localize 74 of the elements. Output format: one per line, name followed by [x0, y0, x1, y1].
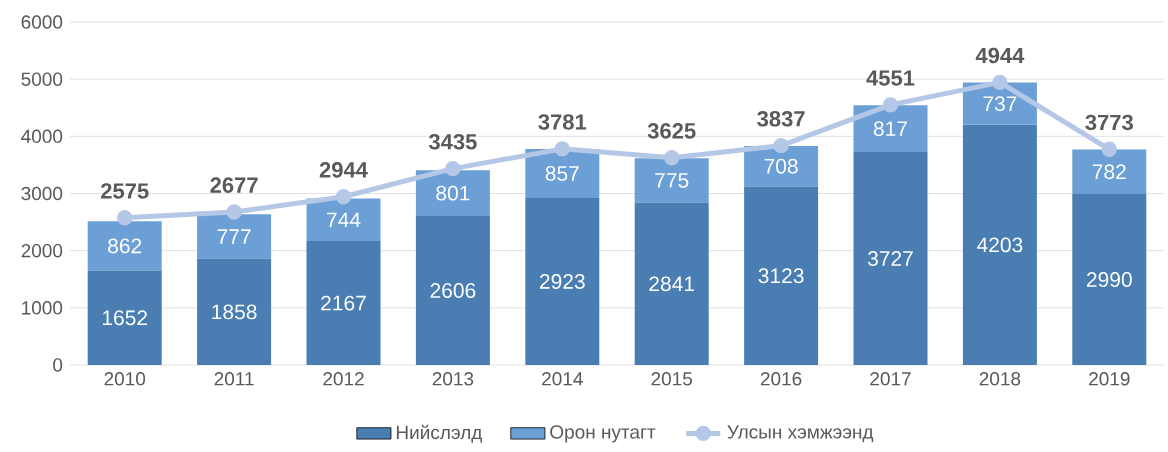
point	[335, 189, 352, 205]
data-label: 3781	[538, 114, 587, 130]
point	[882, 97, 899, 113]
bar	[1072, 194, 1147, 365]
x-tick-label: 2014	[542, 372, 583, 386]
data-label: 744	[327, 212, 361, 228]
data-label: 2841	[649, 276, 694, 292]
data-label: 737	[983, 96, 1017, 112]
bar	[853, 151, 928, 365]
x-tick-label: 2011	[214, 372, 254, 386]
x-tick-label: 2015	[651, 372, 693, 386]
data-label: 3727	[867, 251, 913, 266]
data-label: 1858	[212, 304, 257, 320]
bar	[87, 221, 162, 271]
data-label: 2923	[540, 274, 585, 289]
legend-label: Нийслэлд	[396, 424, 483, 443]
legend-label: Орон нутагт	[550, 425, 656, 443]
bar	[197, 214, 272, 259]
data-label: 3123	[758, 268, 804, 284]
x-tick-label: 2019	[1089, 372, 1130, 386]
point	[445, 160, 461, 177]
data-label: 4551	[866, 70, 915, 86]
data-label: 862	[108, 238, 142, 254]
data-label: 2677	[210, 177, 258, 193]
x-tick-label: 2016	[760, 372, 802, 386]
data-label: 2990	[1087, 272, 1132, 287]
data-label: 801	[436, 185, 470, 201]
y-tick-label: 2000	[21, 243, 63, 258]
data-label: 857	[545, 165, 579, 181]
y-tick-label: 3000	[21, 186, 63, 201]
data-label: 2575	[100, 183, 149, 199]
y-tick-label: 5000	[21, 72, 63, 86]
data-label: 4203	[977, 237, 1023, 253]
x-tick-label: 2012	[323, 372, 364, 386]
bar	[306, 241, 381, 365]
bar	[525, 197, 600, 365]
point	[773, 137, 789, 154]
point	[226, 204, 242, 220]
bar	[962, 124, 1037, 365]
x-tick-label: 2017	[870, 372, 911, 386]
bar	[634, 202, 709, 365]
data-label: 775	[655, 173, 689, 188]
bar	[87, 270, 162, 365]
x-tick-label: 2010	[104, 372, 146, 386]
point	[117, 210, 133, 226]
data-label: 4944	[975, 47, 1025, 64]
bar	[634, 158, 709, 203]
data-label: 817	[873, 121, 907, 137]
data-label: 2606	[430, 283, 476, 298]
data-label: 3837	[757, 111, 805, 127]
bar	[1072, 149, 1147, 195]
data-label: 2167	[321, 295, 366, 311]
data-label: 3773	[1085, 114, 1133, 131]
y-tick-label: 6000	[21, 15, 63, 29]
data-label: 3435	[428, 133, 477, 150]
data-label: 777	[217, 229, 251, 244]
y-tick-label: 4000	[21, 129, 63, 144]
legend-label: Улсын хэмжээнд	[727, 425, 874, 443]
data-label: 1652	[102, 310, 147, 326]
y-tick-label: 0	[53, 358, 63, 372]
point	[992, 74, 1008, 91]
data-label: 708	[764, 158, 798, 174]
point	[664, 150, 680, 166]
point	[554, 141, 570, 157]
x-tick-label: 2018	[979, 372, 1021, 386]
bar	[197, 258, 272, 365]
data-label: 2944	[319, 162, 368, 178]
data-label: 782	[1092, 164, 1126, 180]
x-tick-label: 2013	[432, 372, 474, 386]
y-tick-label: 1000	[22, 301, 63, 315]
data-label: 3625	[647, 123, 696, 139]
bar	[415, 216, 490, 365]
bar	[744, 186, 819, 365]
point	[1101, 141, 1117, 158]
